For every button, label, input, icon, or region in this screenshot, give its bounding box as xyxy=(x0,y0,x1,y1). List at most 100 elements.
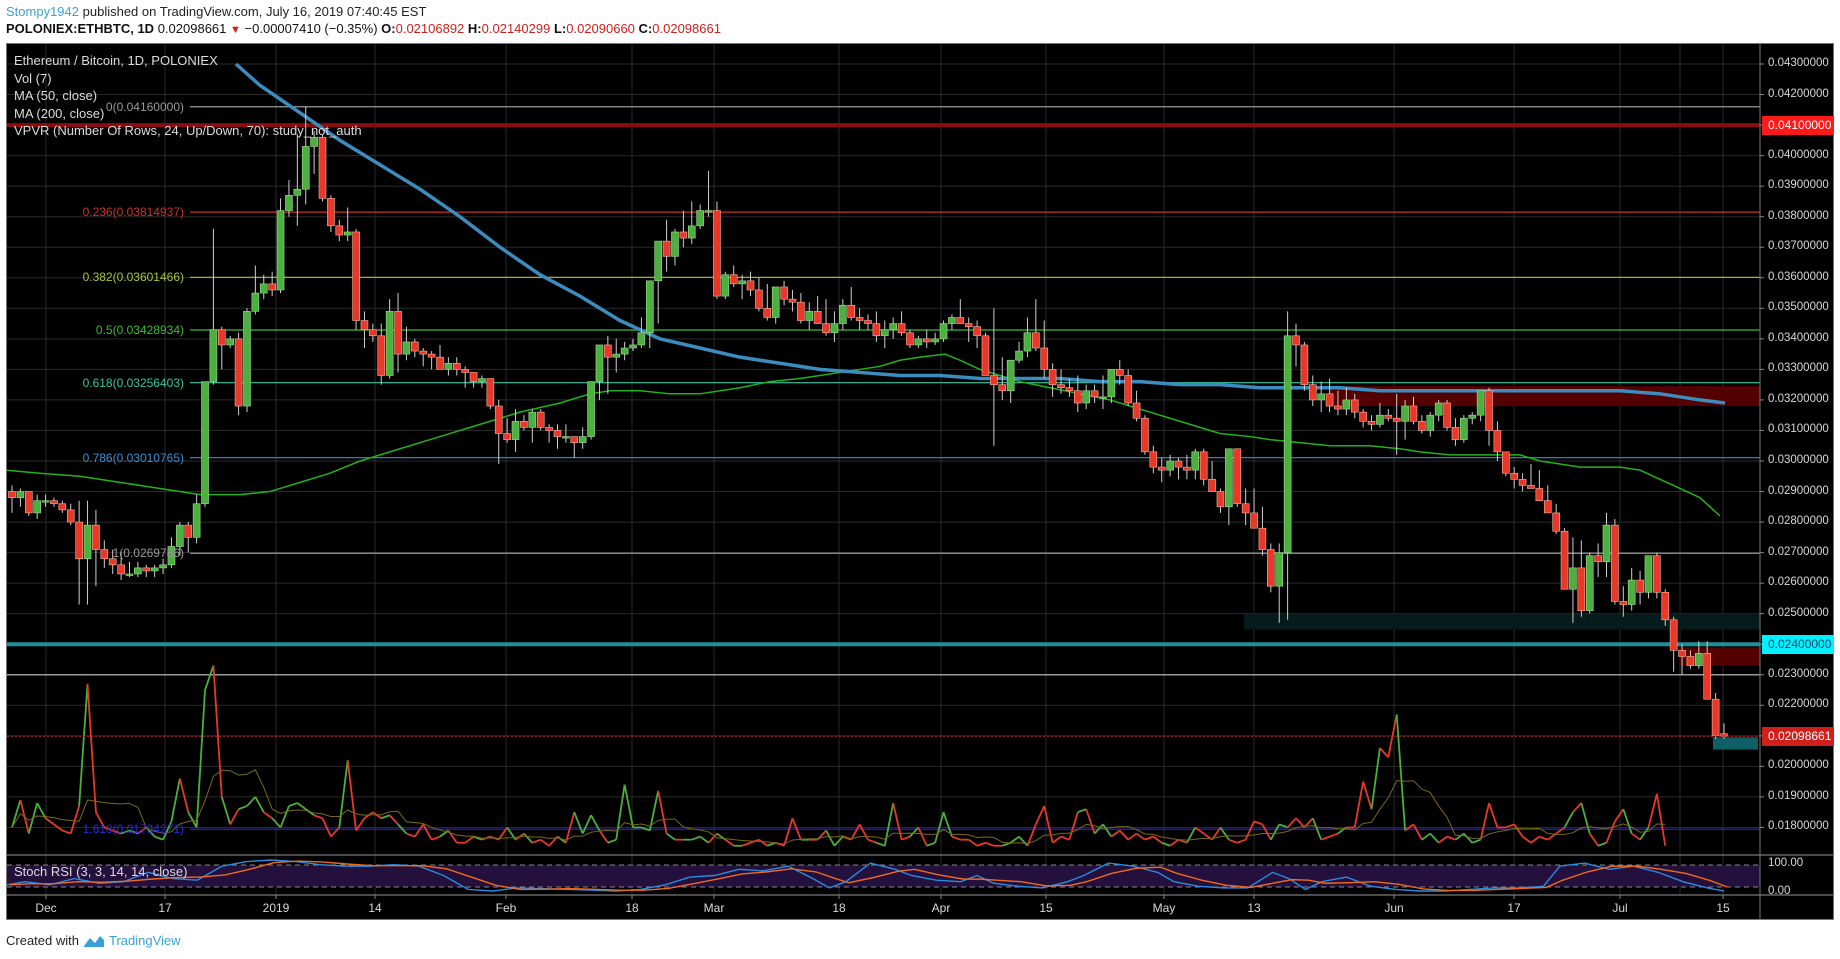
volume-line xyxy=(901,835,911,841)
ma200-line xyxy=(234,62,1726,405)
time-tick-label: May xyxy=(1152,901,1176,915)
candle-body xyxy=(1074,390,1082,404)
volume-line xyxy=(1219,826,1230,841)
volume-line xyxy=(1194,826,1205,835)
volume-line xyxy=(1412,823,1423,841)
volume-line xyxy=(1446,835,1456,841)
legend-volume[interactable]: Vol (7) xyxy=(14,70,52,86)
author-link[interactable]: Stompy1942 xyxy=(6,4,79,19)
volume-line xyxy=(565,811,576,843)
candle-body xyxy=(1124,375,1132,404)
low-value: 0.02090660 xyxy=(566,21,635,36)
volume-line xyxy=(783,818,794,847)
low-label: L: xyxy=(553,21,567,36)
volume-line xyxy=(204,665,215,691)
candle-body xyxy=(1065,387,1074,392)
volume-line xyxy=(976,841,986,847)
open-value: 0.02106892 xyxy=(395,21,465,36)
volume-line xyxy=(1169,838,1180,847)
candle-body xyxy=(293,188,302,196)
volume-line xyxy=(1647,793,1658,828)
time-tick-label: 18 xyxy=(832,901,846,915)
candle-body xyxy=(570,436,579,443)
price-tick-label: 0.03300000 xyxy=(1768,362,1829,375)
candle-body xyxy=(511,420,520,440)
stoch-axis-label: 100.00 xyxy=(1768,857,1804,869)
candle-body xyxy=(1569,567,1577,590)
candle-body xyxy=(1661,592,1670,621)
volume-ma-line xyxy=(11,769,1666,845)
candle-body xyxy=(1359,411,1367,422)
candle-body xyxy=(1048,369,1057,385)
candle-body xyxy=(956,317,965,324)
candle-body xyxy=(1275,552,1284,587)
candle-body xyxy=(1132,402,1141,419)
candle-body xyxy=(335,225,344,236)
candle-body xyxy=(142,567,151,572)
volume-line xyxy=(422,823,433,841)
stoch-k-line xyxy=(6,859,1725,892)
volume-line xyxy=(1479,802,1490,840)
candle-body xyxy=(1527,485,1535,489)
time-tick-label: 13 xyxy=(1247,901,1261,915)
candle-body xyxy=(847,304,856,318)
volume-line xyxy=(758,838,768,847)
legend-vpvr[interactable]: VPVR (Number Of Rows, 24, Up/Down, 70): … xyxy=(14,123,362,138)
volume-line xyxy=(212,665,223,797)
volume-line xyxy=(120,829,130,835)
candle-body xyxy=(8,491,16,498)
candle-body xyxy=(1392,417,1401,422)
volume-line xyxy=(648,790,660,831)
volume-line xyxy=(162,820,173,841)
volume-line xyxy=(791,817,802,840)
volume-line xyxy=(338,760,349,828)
price-tick-label: 0.03400000 xyxy=(1768,331,1829,344)
tradingview-logo-icon xyxy=(83,935,104,947)
tradingview-brand-link[interactable]: TradingView xyxy=(108,933,181,948)
legend-ma200[interactable]: MA (200, close) xyxy=(14,105,105,121)
volume-line xyxy=(1093,823,1104,835)
price-tick-label: 0.01800000 xyxy=(1768,820,1829,833)
volume-line xyxy=(1010,835,1020,844)
candle-body xyxy=(604,344,612,358)
candle-body xyxy=(201,381,209,505)
candle-body xyxy=(41,500,50,503)
candle-body xyxy=(1325,393,1334,407)
volume-line xyxy=(1454,832,1465,841)
price-tick-label: 0.03200000 xyxy=(1768,392,1829,405)
volume-line xyxy=(279,805,290,828)
volume-line xyxy=(1035,805,1046,825)
candle-body xyxy=(763,308,772,318)
candle-body xyxy=(402,341,411,355)
candle-body xyxy=(964,323,973,327)
volume-line xyxy=(1127,832,1138,841)
candle-body xyxy=(813,311,822,324)
volume-line xyxy=(850,823,861,841)
volume-line xyxy=(86,683,97,813)
volume-line xyxy=(380,814,390,820)
volume-line xyxy=(1370,747,1381,810)
legend-ma50[interactable]: MA (50, close) xyxy=(14,88,98,103)
fib-label: 1(0.0269786) xyxy=(112,546,184,561)
chart-frame[interactable] xyxy=(6,43,1834,920)
price-tick-label: 0.03900000 xyxy=(1768,179,1829,192)
candle-body xyxy=(939,323,948,340)
stoch-band xyxy=(7,865,1760,887)
volume-line xyxy=(414,823,424,838)
volume-line xyxy=(246,796,257,807)
volume-line xyxy=(1605,821,1616,844)
candle-body xyxy=(1451,427,1460,440)
stoch-rsi-legend[interactable]: Stoch RSI (3, 3, 14, 14, close) xyxy=(14,864,188,879)
time-tick-label: Feb xyxy=(495,901,517,915)
volume-line xyxy=(1639,826,1650,841)
candle-body xyxy=(1510,472,1518,480)
candle-body xyxy=(822,323,830,334)
candle-body xyxy=(1023,332,1032,352)
volume-line xyxy=(615,784,626,840)
candle-body xyxy=(788,298,797,303)
candle-body xyxy=(973,326,981,337)
candle-body xyxy=(1485,390,1493,431)
candle-body xyxy=(755,289,763,309)
candle-body xyxy=(1535,488,1544,501)
